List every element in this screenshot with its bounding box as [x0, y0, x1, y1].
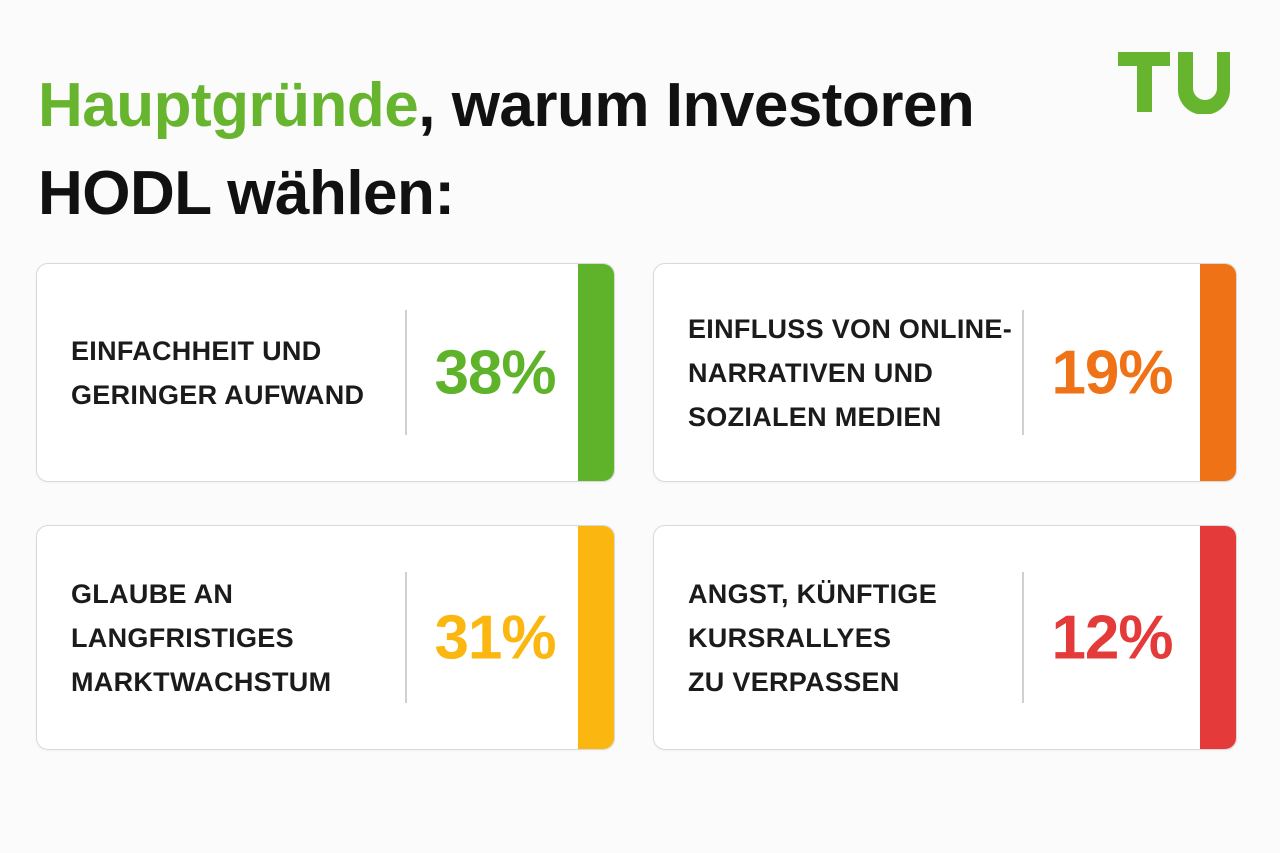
tu-logo [1118, 52, 1230, 114]
reason-label: EINFLUSS VON ONLINE- NARRATIVEN UND SOZI… [688, 313, 1013, 432]
title-highlight: Hauptgründe [38, 71, 419, 140]
accent-bar [578, 526, 614, 749]
title-line2: HODL wählen: [38, 159, 455, 228]
reason-label: GLAUBE AN LANGFRISTIGES MARKTWACHSTUM [71, 578, 332, 697]
reason-card-long-term-growth: GLAUBE AN LANGFRISTIGES MARKTWACHSTUM 31… [36, 525, 615, 750]
card-divider [1022, 572, 1024, 703]
card-divider [405, 310, 407, 435]
card-divider [405, 572, 407, 703]
accent-bar [1200, 526, 1236, 749]
reason-percentage: 19% [1051, 338, 1173, 407]
reason-percentage: 31% [434, 603, 556, 672]
reason-card-online-narratives: EINFLUSS VON ONLINE- NARRATIVEN UND SOZI… [653, 263, 1237, 482]
reason-percentage: 12% [1051, 603, 1173, 672]
card-divider [1022, 310, 1024, 435]
title-line1-rest: , warum Investoren [418, 71, 975, 140]
page-title: Hauptgründe, warum Investoren HODL wähle… [38, 62, 1038, 238]
reason-label: ANGST, KÜNFTIGE KURSRALLYES ZU VERPASSEN [688, 578, 938, 697]
accent-bar [1200, 264, 1236, 481]
reason-percentage: 38% [434, 338, 556, 407]
accent-bar [578, 264, 614, 481]
reason-label: EINFACHHEIT UND GERINGER AUFWAND [71, 335, 365, 410]
reason-card-simplicity: EINFACHHEIT UND GERINGER AUFWAND 38% [36, 263, 615, 482]
reason-card-fomo: ANGST, KÜNFTIGE KURSRALLYES ZU VERPASSEN… [653, 525, 1237, 750]
